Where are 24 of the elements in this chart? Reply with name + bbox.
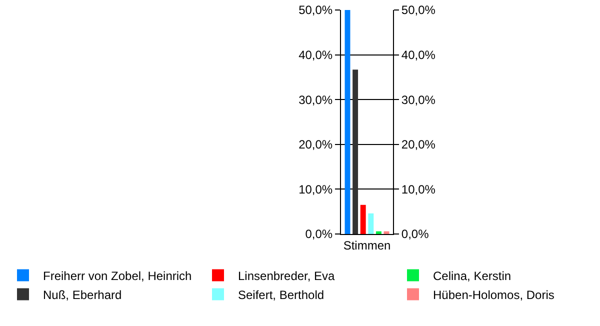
bar <box>344 10 350 234</box>
bar <box>352 70 358 234</box>
legend-label: Freiherr von Zobel, Heinrich <box>43 268 192 283</box>
legend-label: Linsenbreder, Eva <box>238 268 336 283</box>
y2-tick-label: 30,0% <box>401 92 436 107</box>
y-tick-label: 0,0% <box>305 227 333 242</box>
y-tick-label: 10,0% <box>298 182 333 196</box>
legend-label: Celina, Kerstin <box>433 268 512 283</box>
y-tick-label: 40,0% <box>298 48 333 62</box>
y2-tick-label: 20,0% <box>401 138 436 152</box>
y-tick-label: 50,0% <box>298 3 333 18</box>
bar <box>368 213 374 234</box>
y2-tick-label: 10,0% <box>401 182 436 196</box>
legend-label: Nuß, Eberhard <box>43 288 122 302</box>
x-tick-label: Stimmen <box>343 238 391 252</box>
y-tick-label: 20,0% <box>298 138 333 152</box>
bar <box>360 204 366 234</box>
y2-tick-label: 0,0% <box>401 227 430 242</box>
y-tick-label: 30,0% <box>298 92 333 107</box>
y2-tick-label: 40,0% <box>401 48 436 62</box>
bar <box>376 231 382 234</box>
legend-label: Hüben-Holomos, Doris <box>433 288 554 302</box>
legend-label: Seifert, Berthold <box>238 288 324 302</box>
y2-tick-label: 50,0% <box>401 3 436 18</box>
